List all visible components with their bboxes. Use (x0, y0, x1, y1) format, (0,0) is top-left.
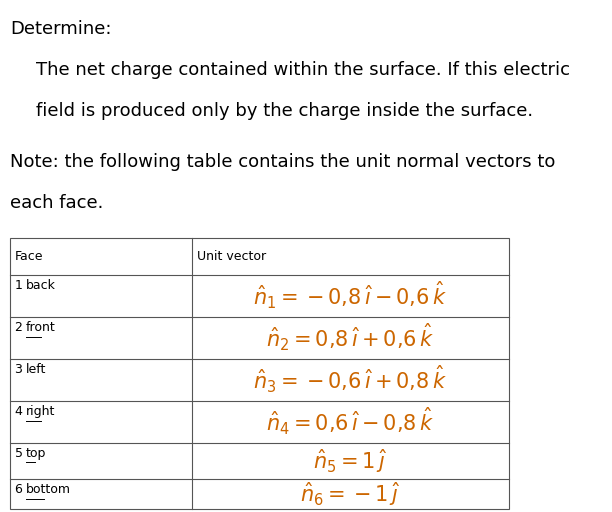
Text: 5: 5 (15, 446, 23, 460)
Text: Face: Face (15, 250, 43, 263)
Text: $\hat{n}_3 = -0{,}6\,\hat{\imath} + 0{,}8\,\hat{k}$: $\hat{n}_3 = -0{,}6\,\hat{\imath} + 0{,}… (253, 364, 447, 395)
Text: $\hat{n}_2 = 0{,}8\,\hat{\imath} + 0{,}6\,\hat{k}$: $\hat{n}_2 = 0{,}8\,\hat{\imath} + 0{,}6… (266, 322, 435, 353)
Text: back: back (26, 279, 56, 292)
Text: $\hat{n}_6 = -1\,\hat{\jmath}$: $\hat{n}_6 = -1\,\hat{\jmath}$ (300, 480, 400, 508)
Text: Unit vector: Unit vector (197, 250, 266, 263)
Text: $\hat{n}_4 = 0{,}6\,\hat{\imath} - 0{,}8\,\hat{k}$: $\hat{n}_4 = 0{,}6\,\hat{\imath} - 0{,}8… (266, 406, 435, 437)
Text: Determine:: Determine: (10, 20, 112, 38)
Text: 3: 3 (15, 362, 23, 376)
Text: 6: 6 (15, 483, 23, 497)
Text: 1: 1 (15, 279, 23, 292)
Text: field is produced only by the charge inside the surface.: field is produced only by the charge ins… (36, 102, 534, 120)
Text: bottom: bottom (26, 483, 71, 497)
Text: $\hat{n}_1 = -0{,}8\,\hat{\imath} - 0{,}6\,\hat{k}$: $\hat{n}_1 = -0{,}8\,\hat{\imath} - 0{,}… (253, 280, 447, 311)
Text: $\hat{n}_5 = 1\,\hat{\jmath}$: $\hat{n}_5 = 1\,\hat{\jmath}$ (313, 447, 387, 475)
Text: Note: the following table contains the unit normal vectors to: Note: the following table contains the u… (10, 154, 556, 172)
Text: front: front (26, 321, 56, 334)
Text: 2: 2 (15, 321, 23, 334)
Text: 4: 4 (15, 404, 23, 418)
Text: top: top (26, 446, 47, 460)
Text: left: left (26, 362, 47, 376)
Text: each face.: each face. (10, 195, 104, 212)
Bar (10, 238, 509, 509)
Text: The net charge contained within the surface. If this electric: The net charge contained within the surf… (36, 61, 570, 79)
Text: right: right (26, 404, 55, 418)
